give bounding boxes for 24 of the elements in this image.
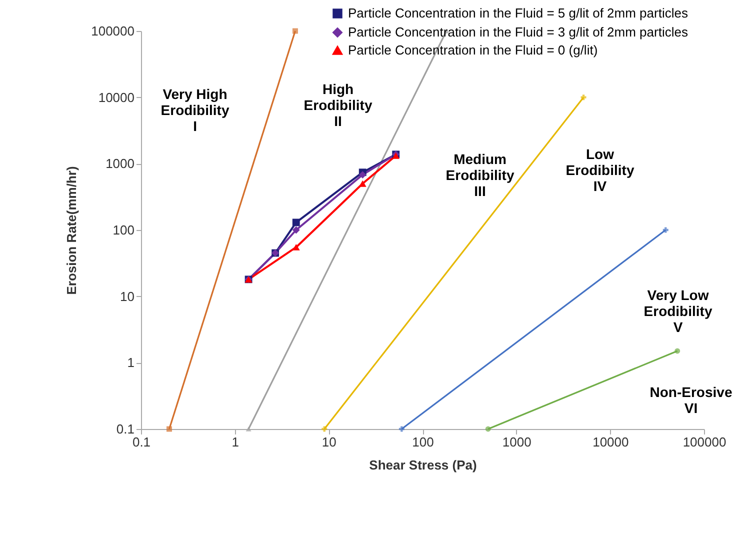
y-tick-label: 1000 xyxy=(106,156,134,172)
x-tick-label: 10000 xyxy=(592,434,629,450)
annotation: Very Low Erodibility V xyxy=(644,287,712,335)
x-tick-label: 0.1 xyxy=(132,434,151,450)
x-axis-title: Shear Stress (Pa) xyxy=(369,458,477,472)
x-tick-label: 100 xyxy=(412,434,434,450)
y-tick-label: 100000 xyxy=(91,24,134,38)
x-tick-label: 1000 xyxy=(502,434,532,450)
y-tick-label: 1 xyxy=(127,355,134,370)
y-axis-title: Erosion Rate(mm/hr) xyxy=(64,166,80,295)
annotation: High Erodibility II xyxy=(304,81,372,129)
x-tick-label: 1 xyxy=(232,434,239,450)
y-tick-label: 10 xyxy=(120,288,134,304)
annotation: Low Erodibility IV xyxy=(566,146,634,194)
annotation: Medium Erodibility III xyxy=(446,151,514,199)
annotation: Non-Erosive VI xyxy=(650,384,732,416)
annotation: Very High Erodibility I xyxy=(160,86,230,134)
y-tick-label: 0.1 xyxy=(116,422,134,436)
y-tick-label: 100 xyxy=(112,222,134,238)
x-tick-label: 100000 xyxy=(682,434,726,450)
x-tick-label: 10 xyxy=(322,434,336,450)
legend-label: Particle Concentration in the Fluid = 0 (g/lit) xyxy=(348,42,598,58)
y-tick-label: 10000 xyxy=(98,90,134,105)
legend-label: Particle Concentration in the Fluid = 5 g/lit of 2mm particles xyxy=(348,6,688,20)
